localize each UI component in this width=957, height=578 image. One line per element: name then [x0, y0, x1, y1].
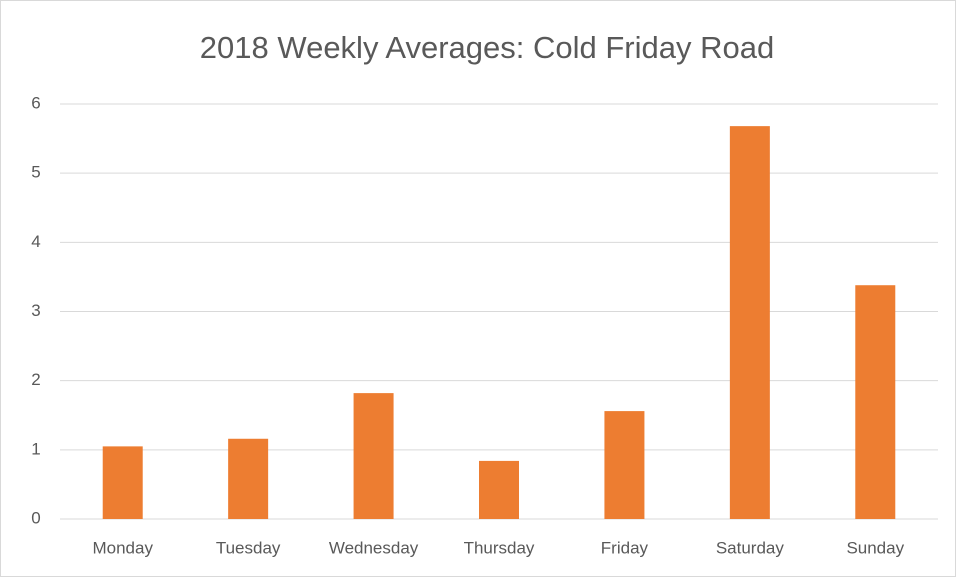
x-tick-label: Friday	[601, 538, 649, 557]
y-tick-label: 2	[31, 370, 40, 389]
x-tick-label: Wednesday	[329, 538, 419, 557]
bar	[479, 460, 519, 519]
bar	[604, 411, 645, 519]
chart-title: 2018 Weekly Averages: Cold Friday Road	[200, 30, 774, 65]
x-tick-label: Saturday	[716, 538, 785, 557]
y-tick-label: 1	[31, 439, 40, 458]
bar	[855, 285, 896, 519]
x-tick-label: Monday	[92, 538, 153, 557]
y-tick-label: 6	[31, 93, 40, 112]
bar	[228, 438, 269, 519]
x-tick-label: Sunday	[846, 538, 904, 557]
y-tick-label: 4	[31, 232, 40, 251]
x-tick-label: Thursday	[464, 538, 535, 557]
bar	[102, 446, 143, 519]
bar	[353, 393, 394, 519]
x-tick-label: Tuesday	[216, 538, 281, 557]
y-tick-label: 5	[31, 163, 40, 182]
bar	[729, 126, 770, 519]
y-tick-label: 0	[31, 508, 40, 527]
y-tick-label: 3	[31, 301, 40, 320]
